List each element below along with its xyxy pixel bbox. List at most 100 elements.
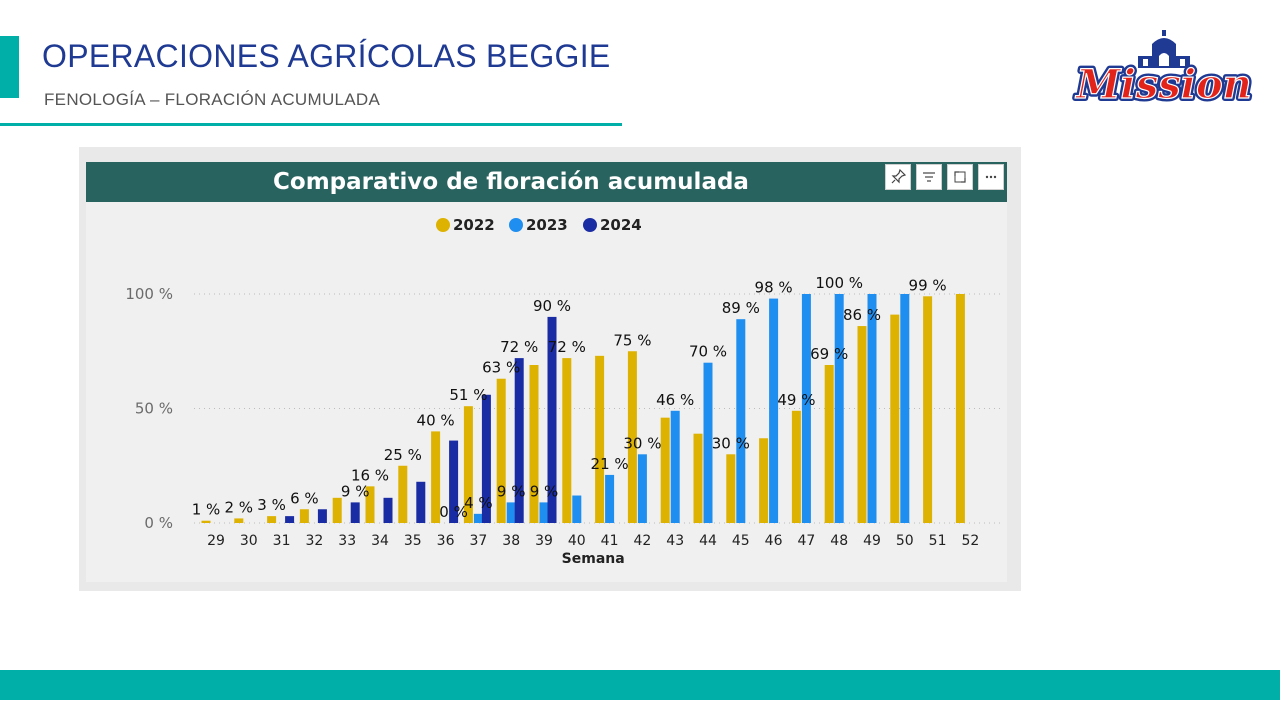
data-label: 30 % (712, 434, 750, 452)
data-label: 16 % (351, 466, 389, 484)
data-label: 1 % (192, 501, 221, 519)
more-icon (985, 175, 997, 179)
bar-2024-32 (317, 509, 327, 523)
slide-subtitle: FENOLOGÍA – FLORACIÓN ACUMULADA (44, 90, 381, 109)
chart-title: Comparativo de floración acumulada (273, 169, 749, 195)
data-label: 25 % (384, 446, 422, 464)
bar-2022-52 (955, 294, 965, 523)
x-axis-title: Semana (562, 551, 625, 567)
data-label: 86 % (843, 306, 881, 324)
data-label: 100 % (815, 274, 863, 292)
data-label: 4 % (464, 494, 493, 512)
data-label: 70 % (689, 343, 727, 361)
bar-2024-36 (449, 440, 459, 523)
bar-2023-37 (473, 513, 483, 523)
x-tick-label: 31 (273, 533, 291, 549)
bar-2023-49 (867, 294, 877, 523)
bar-2022-38 (496, 378, 506, 523)
data-label: 90 % (533, 297, 571, 315)
legend-label-2024: 2024 (600, 216, 642, 234)
data-label: 21 % (591, 455, 629, 473)
expand-icon (954, 171, 966, 183)
data-label: 9 % (341, 482, 370, 500)
legend-label-2023: 2023 (526, 216, 568, 234)
bar-2022-45 (726, 454, 736, 523)
data-label: 49 % (777, 391, 815, 409)
focus-mode-button[interactable] (947, 164, 973, 190)
data-label: 72 % (548, 338, 586, 356)
data-label: 51 % (449, 386, 487, 404)
data-label: 89 % (722, 299, 760, 317)
bar-2022-44 (693, 433, 703, 523)
data-label: 72 % (500, 338, 538, 356)
bar-2023-40 (572, 495, 582, 523)
bar-2023-41 (605, 474, 615, 523)
bar-2022-41 (595, 355, 605, 523)
bar-2023-45 (736, 319, 746, 523)
bar-2022-39 (529, 364, 539, 523)
bar-2022-51 (923, 296, 933, 523)
bar-2023-46 (769, 298, 779, 523)
data-label: 9 % (530, 482, 559, 500)
x-tick-label: 44 (699, 533, 717, 549)
bar-2023-44 (703, 362, 713, 523)
bar-2023-39 (539, 502, 549, 523)
x-tick-label: 46 (765, 533, 783, 549)
bar-2022-29 (201, 520, 211, 523)
x-tick-label: 34 (371, 533, 389, 549)
bar-2022-36 (431, 431, 441, 523)
chart-visual[interactable]: Comparativo de floración acumulada (79, 147, 1021, 591)
x-tick-label: 33 (338, 533, 356, 549)
data-label: 30 % (623, 434, 661, 452)
pin-visual-button[interactable] (885, 164, 911, 190)
bar-2023-38 (506, 502, 516, 523)
x-tick-label: 45 (732, 533, 750, 549)
svg-text:Mission: Mission (1074, 61, 1251, 108)
bar-2022-46 (759, 438, 769, 523)
bar-2024-31 (285, 516, 295, 523)
x-tick-label: 30 (240, 533, 258, 549)
chart-plot-area: 0 % 50 % 100 % 2022 2023 2024 29 30 31 32 33 34 35 36… (125, 216, 1004, 567)
bar-2022-49 (857, 326, 867, 523)
x-tick-label: 38 (502, 533, 520, 549)
slide-title: OPERACIONES AGRÍCOLAS BEGGIE (42, 38, 611, 74)
x-tick-label: 52 (961, 533, 979, 549)
more-options-button[interactable] (978, 164, 1004, 190)
x-tick-label: 35 (404, 533, 422, 549)
mission-logo: Mission Mission (1066, 30, 1262, 112)
data-label: 6 % (290, 489, 319, 507)
data-label: 3 % (257, 496, 286, 514)
bar-2024-34 (383, 497, 393, 523)
chart-visual-body: Comparativo de floración acumulada (86, 162, 1007, 582)
title-divider (0, 123, 622, 126)
x-tick-label: 42 (633, 533, 651, 549)
bar-2024-33 (350, 502, 360, 523)
x-tick-label: 39 (535, 533, 553, 549)
x-tick-label: 48 (830, 533, 848, 549)
x-tick-label: 29 (207, 533, 225, 549)
data-label: 0 % (439, 503, 468, 521)
legend-marker-2023 (509, 218, 523, 232)
x-tick-label: 32 (305, 533, 323, 549)
x-tick-label: 49 (863, 533, 881, 549)
y-tick-label: 0 % (144, 514, 173, 532)
x-tick-label: 41 (601, 533, 619, 549)
legend-marker-2022 (436, 218, 450, 232)
x-tick-label: 51 (929, 533, 947, 549)
data-label: 9 % (497, 482, 526, 500)
bar-2023-50 (900, 294, 910, 523)
bar-2023-47 (801, 294, 811, 523)
data-label: 40 % (417, 411, 455, 429)
data-label: 2 % (225, 498, 254, 516)
bar-2024-39 (547, 316, 557, 523)
bar-2023-48 (834, 294, 844, 523)
filter-icon (923, 172, 935, 182)
x-tick-label: 50 (896, 533, 914, 549)
data-label: 46 % (656, 391, 694, 409)
bar-2022-32 (299, 509, 309, 523)
bar-2024-38 (514, 358, 524, 523)
bar-2022-43 (660, 417, 670, 523)
bar-2023-42 (637, 454, 647, 523)
filter-visual-button[interactable] (916, 164, 942, 190)
y-tick-label: 100 % (125, 285, 173, 303)
